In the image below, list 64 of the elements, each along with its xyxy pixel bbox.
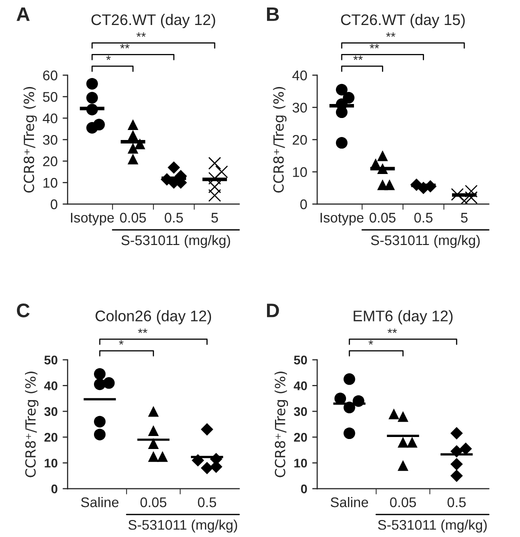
x-tick-label: 0.05 [390,497,416,508]
text: * [368,340,374,345]
x-axis-title: S-531011 (mg/kg) [371,234,480,248]
y-tick-label: 10 [44,458,58,468]
y-tick-label: 50 [42,92,58,102]
y-tick-label: 60 [43,70,58,80]
text: A [16,8,30,21]
y-tick-label: 20 [292,134,307,145]
text: D [267,304,279,318]
x-tick-label: 0.5 [414,212,432,223]
y-tick-label: 40 [42,113,58,124]
x-tick-label: 5 [211,212,218,223]
chart-title: CT26.WT (day 12) [91,14,216,28]
y-tick-label: 0 [301,484,307,494]
text: ** [386,32,396,37]
y-tick-label: 50 [294,356,307,364]
text: * [106,56,111,60]
x-tick-label: Saline [330,497,368,508]
y-tick-label: 10 [43,178,58,188]
x-tick-label: 0.05 [140,497,166,508]
x-tick-label: 5 [460,212,468,223]
chart-title: EMT6 (day 12) [354,310,453,324]
text: ** [138,328,148,334]
text: ** [353,56,363,60]
chart-title: CT26.WT (day 15) [341,14,465,28]
y-tick-label: 20 [44,432,58,442]
x-axis-title: S-531011 (mg/kg) [378,520,487,533]
y-axis-title: CCR8⁺/Treg (%) [24,372,38,478]
y-tick-label: 40 [292,70,307,80]
y-tick-label: 0 [300,199,307,210]
x-tick-label: 0.5 [164,212,183,223]
y-tick-label: 30 [44,407,58,416]
text: C [16,304,30,318]
text: ** [136,32,146,37]
x-tick-label: Isotype [71,212,114,226]
y-tick-label: 30 [42,134,58,145]
y-tick-label: 10 [293,167,307,178]
text: B [267,8,279,21]
y-axis-title: CCR8⁺/Treg (%) [273,87,286,193]
y-tick-label: 30 [292,102,307,113]
x-axis-title: S-531011 (mg/kg) [121,234,230,248]
x-tick-label: Saline [81,497,118,508]
y-tick-label: 40 [44,381,58,390]
chart-title: Colon26 (day 12) [96,310,212,324]
y-tick-label: 40 [294,381,307,390]
x-tick-label: 0.5 [198,497,216,508]
y-tick-label: 10 [294,458,307,468]
x-axis-title: S-531011 (mg/kg) [128,520,238,533]
x-tick-label: 0.5 [448,497,466,508]
y-tick-label: 0 [51,484,58,494]
text: ** [120,44,130,48]
x-tick-label: Isotype [320,212,364,226]
y-axis-title: CCR8⁺/Treg (%) [274,372,288,478]
text: ** [388,328,397,334]
x-tick-label: 0.05 [120,212,146,223]
y-tick-label: 30 [294,407,307,416]
y-tick-label: 0 [50,199,58,210]
text: * [118,340,124,345]
y-tick-label: 20 [43,156,58,166]
y-tick-label: 20 [294,432,307,442]
y-axis-title: CCR8⁺/Treg (%) [23,87,37,193]
x-tick-label: 0.05 [370,212,396,223]
y-tick-label: 50 [44,356,58,364]
text: ** [370,44,380,48]
